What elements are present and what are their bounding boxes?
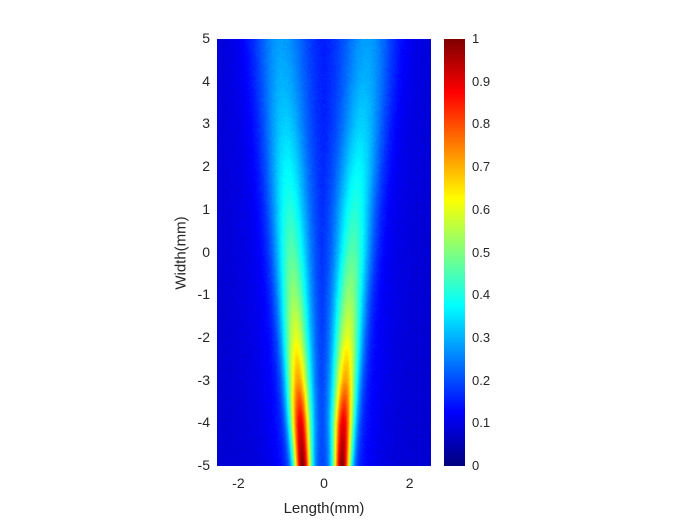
colorbar-tick-label: 0.9 <box>472 73 491 89</box>
colorbar-tick-label: 0.3 <box>472 329 491 345</box>
y-tick-label: 2 <box>202 158 210 175</box>
colorbar-tick-label: 0.7 <box>472 159 491 175</box>
y-axis-label: Width(mm) <box>172 216 190 290</box>
y-tick-label: -2 <box>197 328 210 345</box>
x-axis-label: Length(mm) <box>283 500 365 517</box>
x-tick-label: -2 <box>232 475 245 491</box>
colorbar-tick-label: 1 <box>472 31 480 46</box>
colorbar-tick-label: 0.2 <box>472 372 491 388</box>
colorbar <box>444 39 465 466</box>
colorbar-tick-label: 0.4 <box>472 287 491 303</box>
colorbar-tick-label: 0.6 <box>472 201 491 217</box>
y-tick-label: -1 <box>197 286 210 303</box>
y-tick-label: -5 <box>197 457 210 473</box>
y-tick-label: 1 <box>202 200 210 217</box>
y-tick-label: 0 <box>202 243 210 260</box>
colorbar-tick-label: 0.1 <box>472 415 491 431</box>
heatmap-plot-area <box>217 39 431 466</box>
y-tick-label: 5 <box>202 30 210 46</box>
colorbar-tick-label: 0 <box>472 458 480 473</box>
y-tick-label: 4 <box>202 72 210 89</box>
x-tick-label: 2 <box>405 475 414 491</box>
y-tick-label: -3 <box>197 371 210 388</box>
colorbar-tick-label: 0.5 <box>472 244 491 260</box>
y-tick-label: -4 <box>197 414 210 431</box>
colorbar-tick-label: 0.8 <box>472 116 491 132</box>
x-tick-label: 0 <box>320 475 328 491</box>
y-tick-label: 3 <box>202 115 210 132</box>
